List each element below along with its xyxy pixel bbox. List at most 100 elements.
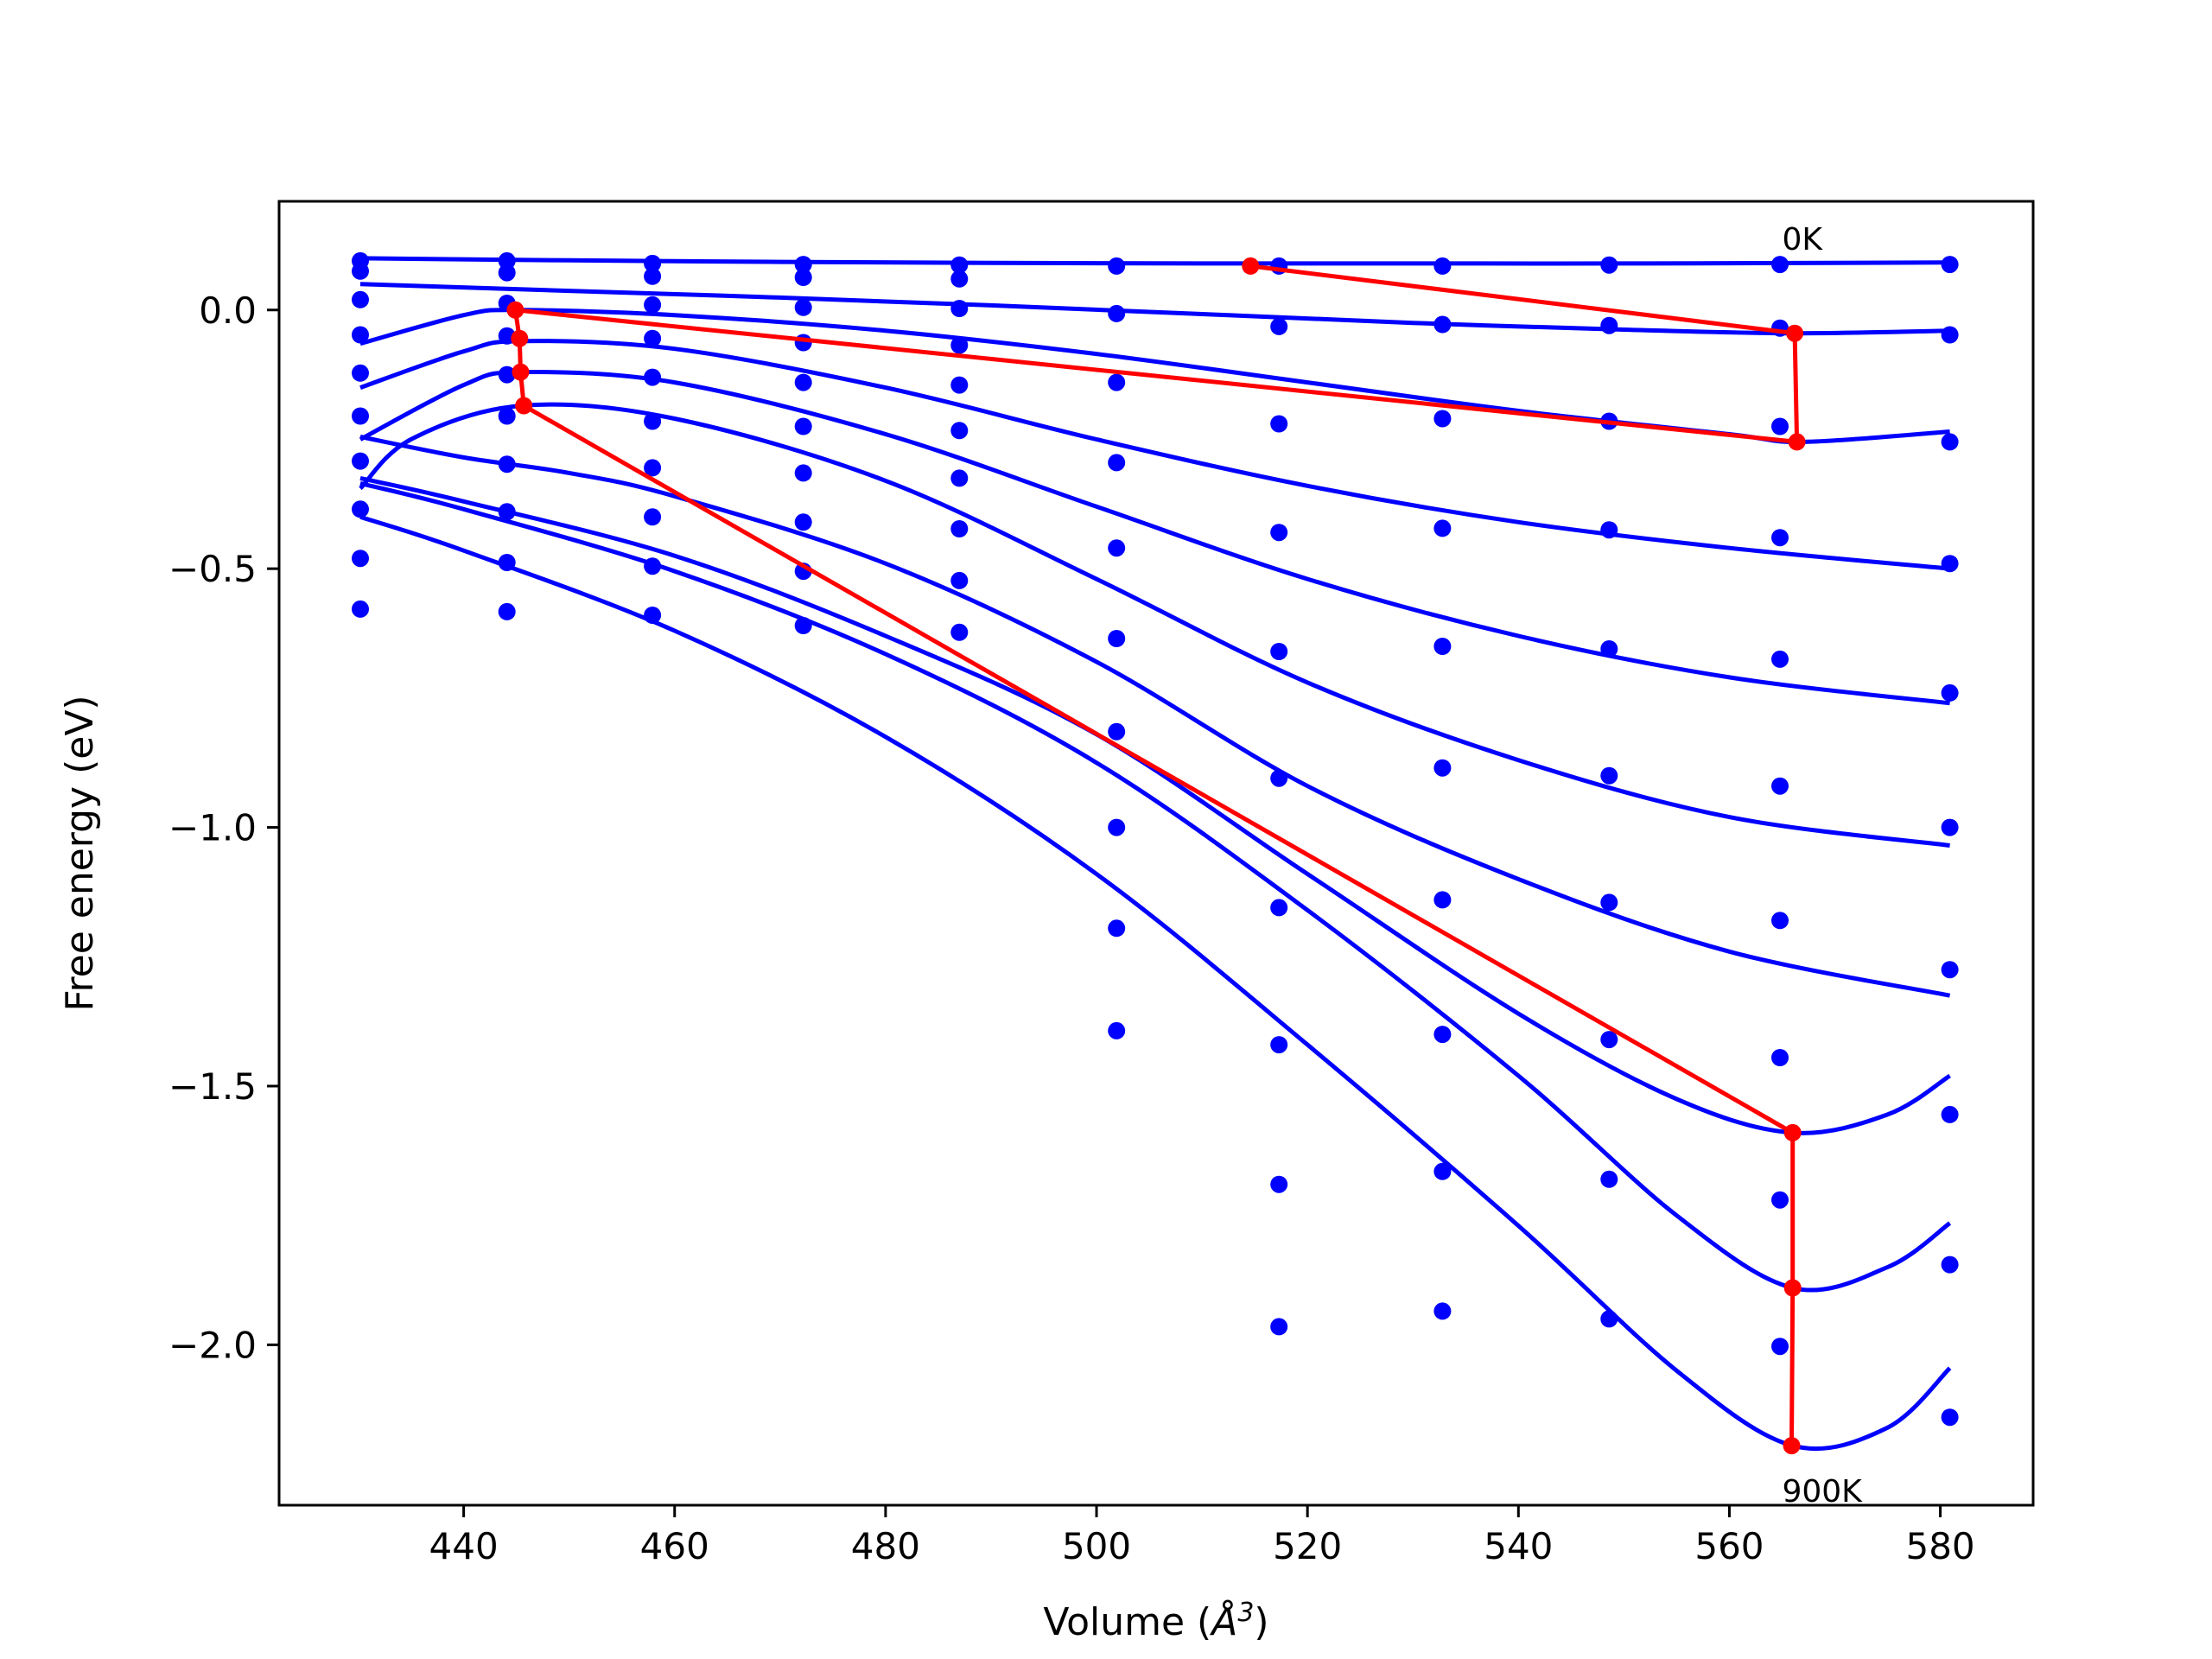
data-point-t2-v0 [352,290,369,308]
x-axis-ticks: 440 460 480 500 520 540 560 580 [429,1505,1975,1567]
data-point-t0-v3 [794,256,812,274]
data-point-t9-v9 [1771,1338,1789,1356]
data-point-t5-v2 [644,412,662,430]
minimum-point-1 [1786,324,1804,342]
data-point-t4-v5 [1108,539,1126,557]
data-point-t0-v1 [498,251,516,270]
data-point-t8-v4 [950,571,969,589]
annotations: 0K 900K [1782,222,1863,1510]
data-point-t1-v1 [498,264,516,282]
fit-curve-5 [359,402,1950,848]
data-point-t9-v2 [644,607,662,624]
fit-curve-1 [359,282,1950,336]
data-point-t7-v8 [1600,1031,1618,1049]
data-point-t0-v9 [1771,256,1789,274]
data-point-t9-v6 [1270,1318,1288,1336]
data-point-t3-v10 [1941,555,1959,573]
minimum-point-2 [1788,433,1806,451]
data-point-t9-v10 [1941,1408,1959,1427]
data-point-t3-v5 [1108,454,1126,472]
data-point-t5-v10 [1941,818,1959,836]
data-point-t6-v9 [1771,912,1789,930]
data-point-t7-v1 [498,503,516,521]
data-point-t1-v3 [794,269,812,286]
data-point-t4-v1 [498,365,516,384]
data-point-t5-v9 [1771,777,1789,795]
data-point-t4-v9 [1771,650,1789,668]
x-axis-label-exponent: 3 [1237,1598,1254,1628]
data-point-t9-v4 [950,623,969,641]
data-point-t1-v10 [1941,326,1959,344]
data-point-t6-v4 [950,469,969,487]
data-point-t9-v5 [1108,1021,1126,1039]
x-tick-label-440: 440 [429,1525,499,1567]
data-point-t0-v4 [950,256,969,274]
data-point-t0-v2 [644,254,662,272]
data-point-t7-v2 [644,508,662,526]
data-point-t2-v7 [1433,410,1452,428]
data-point-t4-v4 [950,376,969,394]
x-tick-label-460: 460 [640,1525,709,1567]
y-tick-label-4: −2.0 [168,1324,257,1366]
data-point-t9-v8 [1600,1310,1618,1328]
data-point-t1-v4 [950,270,969,288]
data-point-t9-v7 [1433,1302,1452,1320]
data-point-t1-v0 [352,262,369,280]
data-point-t5-v1 [498,407,516,425]
data-point-t8-v2 [644,557,662,575]
y-tick-label-0: 0.0 [199,289,257,332]
data-point-t4-v3 [794,373,812,391]
data-point-t4-v2 [644,368,662,386]
x-axis-label: Volume (Å3) [1043,1598,1268,1644]
data-point-t5-v8 [1600,766,1618,785]
plot-content [352,251,1959,1455]
data-point-t0-v10 [1941,256,1959,274]
data-point-t2-v5 [1108,373,1126,391]
data-point-t6-v6 [1270,899,1288,917]
data-point-t0-v7 [1433,257,1452,275]
data-point-t3-v6 [1270,524,1288,542]
data-point-t8-v7 [1433,1162,1452,1180]
x-axis-label-unit: Å [1209,1599,1237,1644]
fit-curve-6 [359,435,1951,998]
data-point-t7-v6 [1270,1036,1288,1054]
data-point-t5-v0 [352,407,369,425]
minimum-point-5 [512,363,530,381]
annotation-0: 0K [1782,222,1823,257]
data-point-t4-v7 [1433,638,1452,655]
data-point-t1-v2 [644,267,662,285]
data-point-t7-v4 [950,520,969,537]
data-point-t4-v6 [1270,643,1288,660]
minimum-point-3 [506,301,524,319]
data-point-t0-v5 [1108,257,1126,275]
data-point-t4-v8 [1600,640,1618,658]
data-point-t6-v7 [1433,891,1452,909]
data-point-t1-v7 [1433,315,1452,334]
data-point-t7-v5 [1108,818,1126,836]
minimum-point-6 [515,397,533,415]
data-point-t3-v2 [644,329,662,347]
x-tick-label-580: 580 [1905,1525,1974,1567]
y-axis-ticks: 0.0 −0.5 −1.0 −1.5 −2.0 [168,289,279,1366]
data-point-t7-v9 [1771,1049,1789,1066]
data-point-t8-v0 [352,550,369,568]
data-point-t5-v5 [1108,630,1126,647]
fit-curve-7 [359,475,1951,1135]
y-axis-label: Free energy (eV) [58,695,102,1011]
data-point-t6-v5 [1108,722,1126,741]
minimum-point-0 [1242,257,1260,275]
data-point-t1-v5 [1108,304,1126,322]
data-point-t6-v3 [794,464,812,482]
data-point-t9-v0 [352,600,369,618]
data-point-t2-v9 [1771,417,1789,435]
x-tick-label-480: 480 [851,1525,920,1567]
data-point-t2-v3 [794,298,812,316]
data-point-t1-v8 [1600,316,1618,334]
data-point-t6-v1 [498,455,516,474]
data-point-t6-v10 [1941,961,1959,979]
data-point-t7-v10 [1941,1105,1959,1123]
data-point-t5-v7 [1433,759,1452,777]
x-tick-label-520: 520 [1273,1525,1342,1567]
data-point-t2-v2 [644,296,662,314]
